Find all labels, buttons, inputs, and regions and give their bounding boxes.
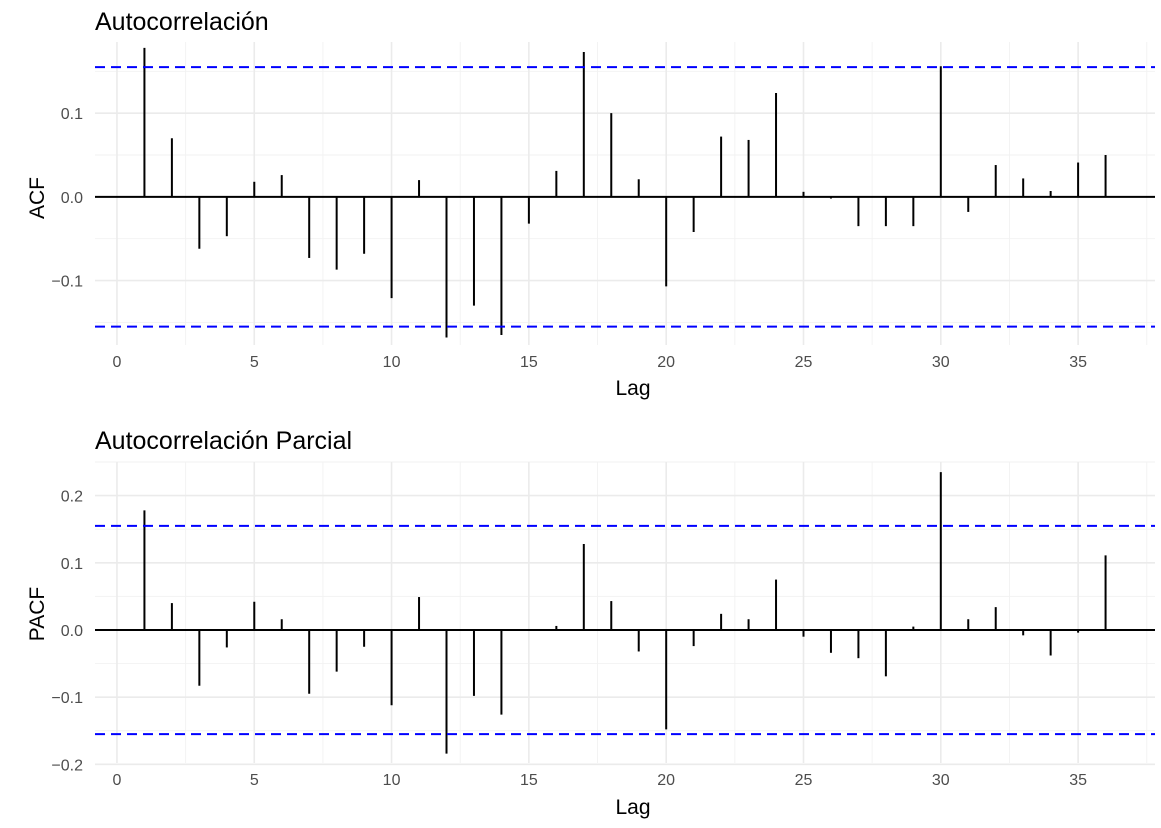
pacf-x-tick-label: 15 <box>520 772 538 789</box>
acf-panel: 0 5 10 15 20 25 30 35 −0.1 0.0 0.1 Autocorrelación… <box>26 8 1155 400</box>
pacf-y-tick-label: 0.2 <box>61 489 83 506</box>
pacf-x-tick-label: 20 <box>657 772 675 789</box>
pacf-y-tick-label: −0.2 <box>51 757 83 774</box>
pacf-x-tick-label: 25 <box>795 772 813 789</box>
acf-x-tick-label: 30 <box>932 354 950 371</box>
acf-x-tick-label: 10 <box>383 354 401 371</box>
acf-x-tick-label: 5 <box>250 354 259 371</box>
acf-plot-area: 0 5 10 15 20 25 30 35 −0.1 0.0 0.1 <box>51 42 1155 371</box>
pacf-y-axis-title: PACF <box>26 587 49 641</box>
pacf-x-tick-label: 30 <box>932 772 950 789</box>
pacf-x-axis-title: Lag <box>615 796 650 819</box>
acf-x-tick-label: 0 <box>113 354 122 371</box>
pacf-plot-area: 0 5 10 15 20 25 30 35 −0.2 −0.1 0.0 0.1 0.2 <box>51 461 1155 789</box>
pacf-chart-title: Autocorrelación Parcial <box>95 427 352 455</box>
acf-x-tick-label: 15 <box>520 354 538 371</box>
pacf-x-tick-label: 35 <box>1069 772 1087 789</box>
pacf-y-tick-label: 0.1 <box>61 556 83 573</box>
acf-y-tick-label: −0.1 <box>51 274 83 291</box>
pacf-y-tick-label: −0.1 <box>51 690 83 707</box>
acf-y-tick-label: 0.1 <box>61 106 83 123</box>
pacf-x-tick-label: 5 <box>250 772 259 789</box>
acf-chart-title: Autocorrelación <box>95 8 269 36</box>
acf-x-tick-label: 35 <box>1069 354 1087 371</box>
acf-y-axis-title: ACF <box>26 177 49 219</box>
pacf-y-tick-label: 0.0 <box>61 623 83 640</box>
acf-x-tick-label: 20 <box>657 354 675 371</box>
pacf-x-tick-label: 10 <box>383 772 401 789</box>
pacf-x-tick-label: 0 <box>113 772 122 789</box>
pacf-panel: 0 5 10 15 20 25 30 35 −0.2 −0.1 0.0 0.1 0.2 Autocorr… <box>26 427 1155 819</box>
acf-y-tick-label: 0.0 <box>61 190 83 207</box>
acf-x-tick-label: 25 <box>795 354 813 371</box>
acf-x-axis-title: Lag <box>615 377 650 400</box>
